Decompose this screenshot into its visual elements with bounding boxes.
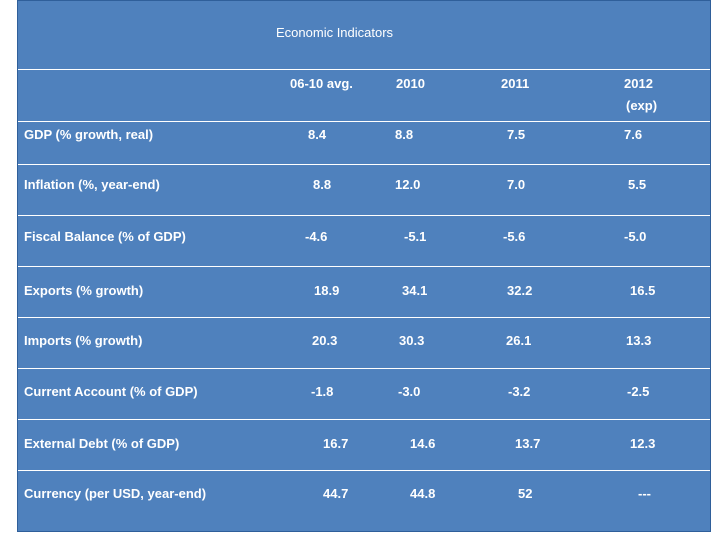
cell-value: 30.3 bbox=[399, 333, 425, 348]
cell-value: 34.1 bbox=[402, 283, 428, 298]
header-2010: 2010 bbox=[396, 76, 425, 91]
cell-value: 13.3 bbox=[626, 333, 652, 348]
row-divider bbox=[18, 317, 710, 318]
row-label-inflation: Inflation (%, year-end) bbox=[24, 177, 160, 192]
row-label-external-debt: External Debt (% of GDP) bbox=[24, 436, 180, 451]
row-label-gdp: GDP (% growth, real) bbox=[24, 127, 154, 142]
table-title: Economic Indicators bbox=[276, 25, 394, 40]
row-label-fiscal-balance: Fiscal Balance (% of GDP) bbox=[24, 229, 186, 244]
cell-value: 12.3 bbox=[630, 436, 656, 451]
cell-value: 52 bbox=[518, 486, 533, 501]
row-divider bbox=[18, 419, 710, 420]
cell-value: 14.6 bbox=[410, 436, 436, 451]
cell-value: 7.6 bbox=[624, 127, 643, 142]
cell-value: 32.2 bbox=[507, 283, 533, 298]
cell-value: 13.7 bbox=[515, 436, 541, 451]
cell-value: 16.7 bbox=[323, 436, 349, 451]
row-divider bbox=[18, 69, 710, 70]
cell-value: -5.0 bbox=[624, 229, 647, 244]
cell-value: -4.6 bbox=[305, 229, 328, 244]
cell-value: 7.5 bbox=[507, 127, 526, 142]
cell-value: -2.5 bbox=[627, 384, 650, 399]
cell-value: 7.0 bbox=[507, 177, 526, 192]
cell-value: --- bbox=[638, 486, 651, 501]
row-label-imports: Imports (% growth) bbox=[24, 333, 143, 348]
row-divider bbox=[18, 215, 710, 216]
cell-value: 18.9 bbox=[314, 283, 340, 298]
cell-value: -3.2 bbox=[508, 384, 531, 399]
cell-value: -1.8 bbox=[311, 384, 334, 399]
cell-value: 8.8 bbox=[313, 177, 332, 192]
cell-value: 26.1 bbox=[506, 333, 532, 348]
cell-value: 5.5 bbox=[628, 177, 647, 192]
cell-value: 44.7 bbox=[323, 486, 349, 501]
cell-value: 8.8 bbox=[395, 127, 414, 142]
cell-value: -5.6 bbox=[503, 229, 526, 244]
header-2012: 2012 bbox=[624, 76, 653, 91]
row-divider bbox=[18, 121, 710, 122]
cell-value: 16.5 bbox=[630, 283, 656, 298]
cell-value: 44.8 bbox=[410, 486, 436, 501]
cell-value: 20.3 bbox=[312, 333, 338, 348]
cell-value: 8.4 bbox=[308, 127, 327, 142]
cell-value: 12.0 bbox=[395, 177, 421, 192]
cell-value: -5.1 bbox=[404, 229, 427, 244]
row-label-currency: Currency (per USD, year-end) bbox=[24, 486, 207, 501]
row-divider bbox=[18, 470, 710, 471]
row-divider bbox=[18, 164, 710, 165]
header-2012-note: (exp) bbox=[626, 98, 658, 113]
row-label-exports: Exports (% growth) bbox=[24, 283, 144, 298]
header-06-10-avg: 06-10 avg. bbox=[290, 76, 353, 91]
header-2011: 2011 bbox=[501, 76, 530, 91]
cell-value: -3.0 bbox=[398, 384, 421, 399]
economic-indicators-table: Economic Indicators 06-10 avg. 2010 2011… bbox=[17, 0, 711, 532]
row-label-current-account: Current Account (% of GDP) bbox=[24, 384, 198, 399]
row-divider bbox=[18, 266, 710, 267]
row-divider bbox=[18, 368, 710, 369]
